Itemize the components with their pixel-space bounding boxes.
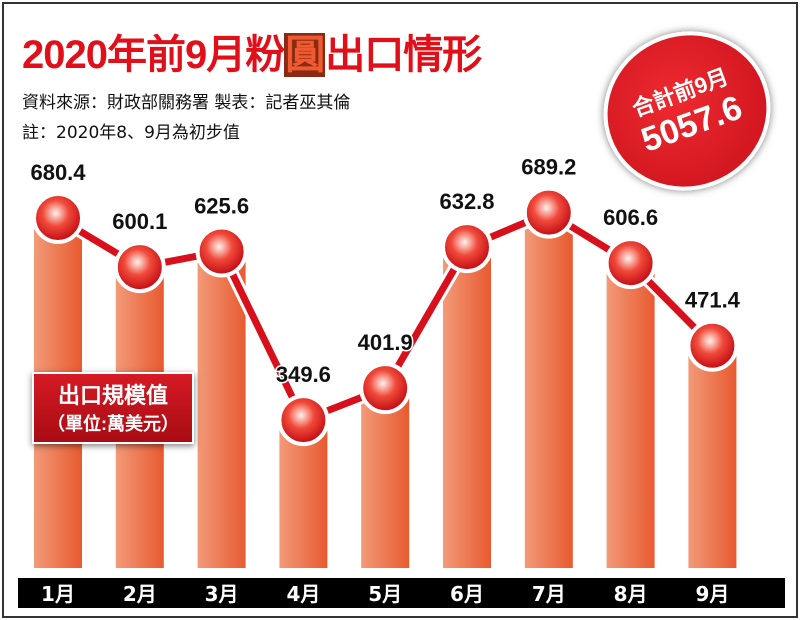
x-tick-label: 7月 xyxy=(532,582,566,606)
title-part: 粉 xyxy=(245,33,285,77)
unit-box: 出口規模值 （單位:萬美元） xyxy=(32,372,194,444)
bar xyxy=(524,212,573,568)
x-axis-band xyxy=(18,578,785,608)
title-highlight: 圓 xyxy=(284,33,326,77)
marker xyxy=(113,241,166,294)
data-label: 401.9 xyxy=(358,330,413,355)
data-label: 349.6 xyxy=(276,362,331,387)
x-tick-label: 5月 xyxy=(368,582,402,606)
note-text: 註：2020年8、9月為初步值 xyxy=(22,123,240,143)
unit-text: （單位:萬美元） xyxy=(47,414,179,434)
x-tick-label: 1月 xyxy=(41,582,75,606)
marker xyxy=(32,192,84,244)
title-part: 2020年前9月 xyxy=(22,33,246,77)
bar xyxy=(197,251,246,569)
x-tick-label: 8月 xyxy=(614,582,648,606)
marker xyxy=(686,319,739,372)
marker xyxy=(195,225,248,278)
marker xyxy=(604,237,657,290)
data-label: 471.4 xyxy=(685,288,741,313)
source-text: 資料來源：財政部關務署 製表：記者巫其倫 xyxy=(22,93,351,113)
marker xyxy=(277,394,330,447)
marker xyxy=(522,186,575,239)
data-label: 606.6 xyxy=(603,205,658,230)
bar xyxy=(361,388,410,568)
data-label: 625.6 xyxy=(194,193,249,218)
x-tick-label: 9月 xyxy=(695,582,729,606)
marker xyxy=(359,362,412,415)
unit-title: 出口規模值 xyxy=(57,383,168,408)
x-tick-label: 3月 xyxy=(205,582,239,606)
marker xyxy=(441,221,493,274)
bar xyxy=(606,263,655,568)
bar xyxy=(443,247,491,568)
x-tick-label: 4月 xyxy=(286,582,320,606)
data-label: 632.8 xyxy=(439,189,494,214)
x-tick-label: 6月 xyxy=(450,582,484,606)
data-label: 689.2 xyxy=(521,155,576,180)
title-part: 出口情形 xyxy=(325,33,482,77)
x-tick-label: 2月 xyxy=(123,582,157,606)
chart-title: 2020年前9月粉圓出口情形 xyxy=(22,22,482,80)
data-label: 680.4 xyxy=(30,160,86,185)
data-label: 600.1 xyxy=(112,209,167,234)
bar xyxy=(688,345,737,568)
